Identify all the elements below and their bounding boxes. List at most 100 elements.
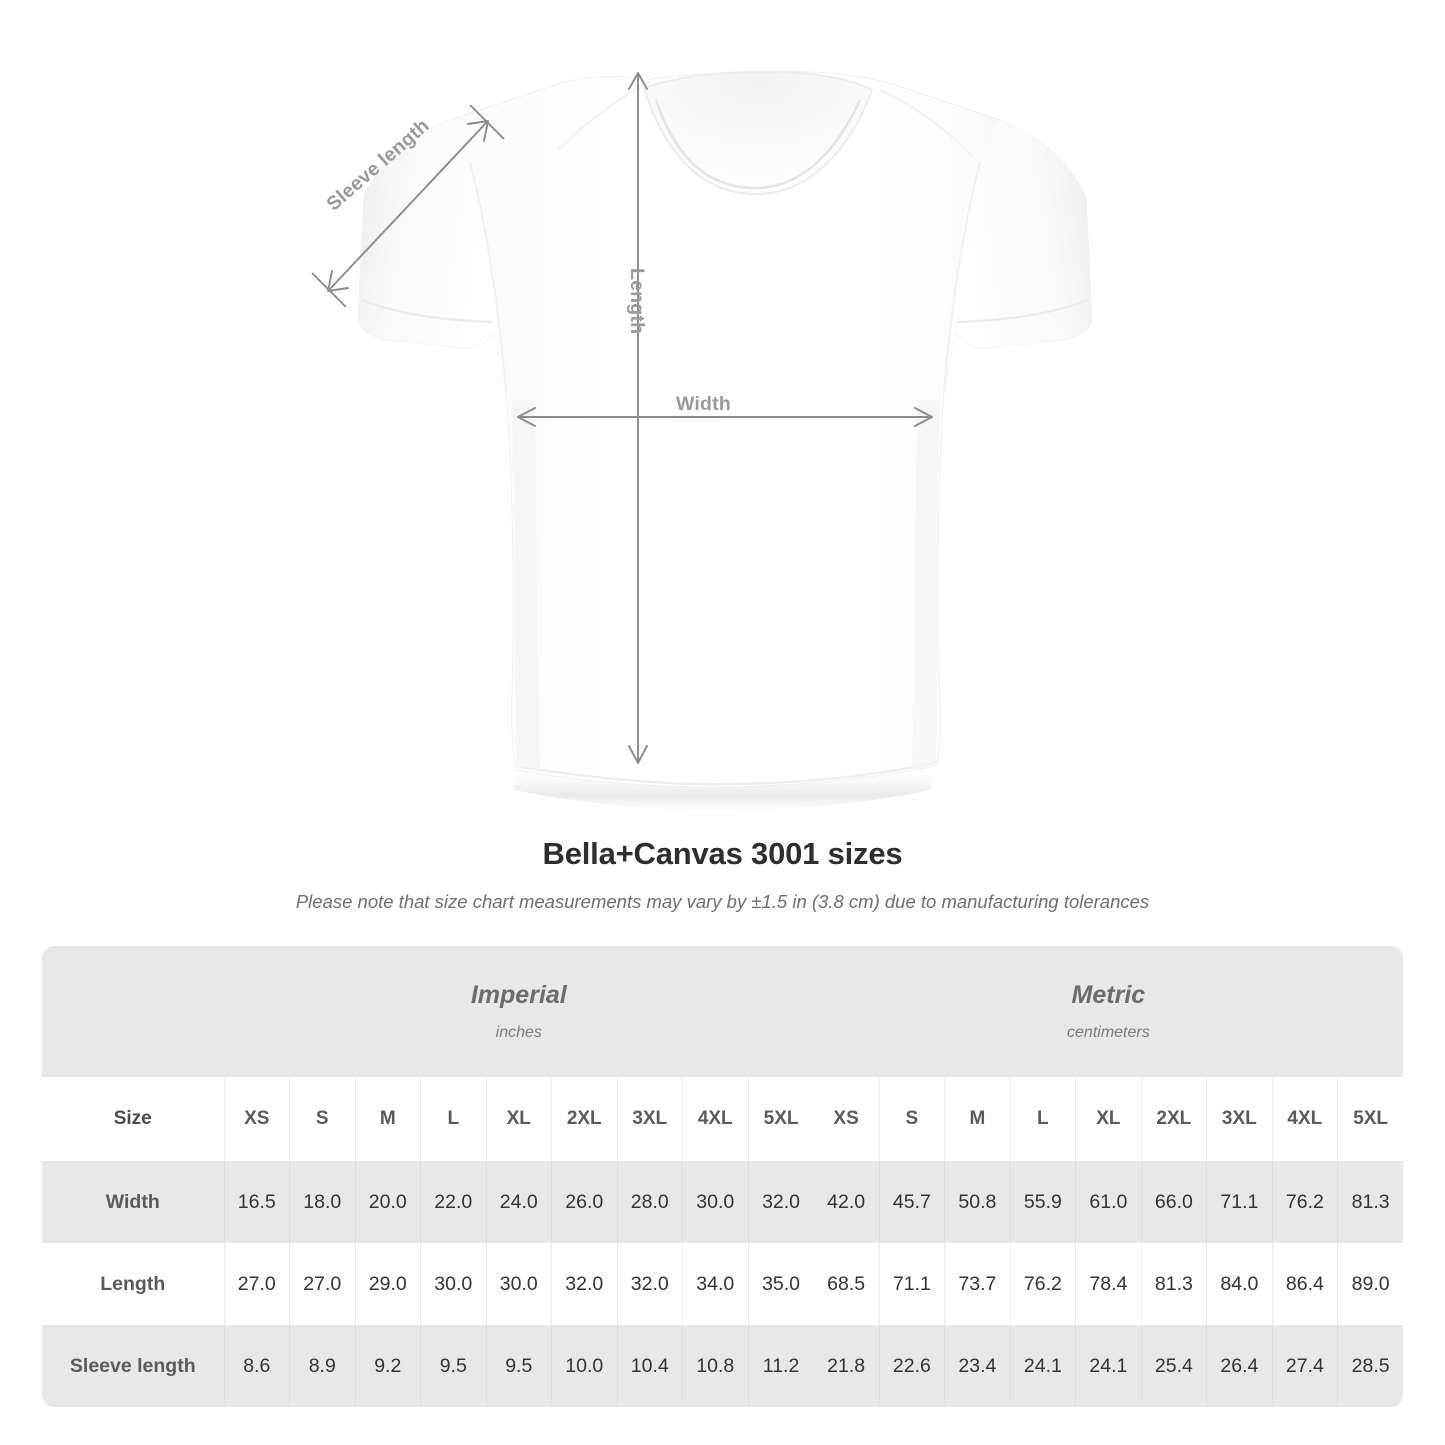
unit-system-banner-row: Imperial inches Metric centimeters [42, 946, 1403, 1077]
cell-length-metric-5xl: 89.0 [1337, 1243, 1403, 1325]
right-sleeve-hem [957, 298, 1089, 324]
left-sleeve [358, 120, 506, 392]
size-chart-table-wrapper: Imperial inches Metric centimeters Size XS S M L… [42, 946, 1403, 1407]
cell-sleeve-length-metric-xl: 24.1 [1075, 1325, 1142, 1407]
cell-width-metric-4xl: 76.2 [1271, 1161, 1338, 1243]
width-arrowhead-right [914, 407, 933, 427]
size-header-imperial-2xl: 2XL [551, 1077, 617, 1161]
unit-system-name: Metric [1071, 980, 1146, 1009]
right-shoulder-seam [879, 89, 973, 157]
row-label-width: Width [42, 1161, 224, 1243]
cell-sleeve-length-metric-3xl: 26.4 [1206, 1325, 1273, 1407]
cell-length-imperial-4xl: 34.0 [682, 1243, 748, 1325]
unit-system-units: centimeters [1067, 1023, 1150, 1041]
tshirt-illustration [311, 70, 1093, 810]
size-header-metric-m: M [944, 1077, 1011, 1161]
unit-system-imperial: Imperial inches [224, 946, 814, 1077]
size-header-metric-l: L [1009, 1077, 1076, 1161]
cell-width-metric-3xl: 71.1 [1206, 1161, 1273, 1243]
left-shoulder-seam [557, 81, 651, 151]
sleeve-arrowhead-lower [327, 270, 349, 292]
cell-width-imperial-5xl: 32.0 [747, 1161, 814, 1243]
sleeve-arrowhead-upper [467, 120, 489, 142]
left-body-shadow [512, 400, 540, 770]
cell-width-imperial-4xl: 30.0 [682, 1161, 748, 1243]
cell-width-metric-xs: 42.0 [813, 1161, 880, 1243]
size-header-metric-2xl: 2XL [1140, 1077, 1207, 1161]
cell-length-metric-xs: 68.5 [813, 1243, 880, 1325]
cell-width-imperial-m: 20.0 [354, 1161, 421, 1243]
cell-length-metric-2xl: 81.3 [1140, 1243, 1207, 1325]
cell-sleeve-length-metric-s: 22.6 [878, 1325, 945, 1407]
cell-sleeve-length-metric-5xl: 28.5 [1337, 1325, 1403, 1407]
tshirt-diagram: Sleeve length Length Width [311, 70, 1093, 810]
size-header-imperial-m: M [354, 1077, 421, 1161]
size-header-metric-xs: XS [813, 1077, 880, 1161]
cell-width-metric-2xl: 66.0 [1140, 1161, 1207, 1243]
cell-sleeve-length-imperial-m: 9.2 [354, 1325, 421, 1407]
unit-system-name: Imperial [470, 980, 567, 1009]
cell-sleeve-length-imperial-xl: 9.5 [485, 1325, 552, 1407]
tolerance-note: Please note that size chart measurements… [295, 891, 1150, 912]
cell-sleeve-length-imperial-5xl: 11.2 [747, 1325, 814, 1407]
cell-width-imperial-l: 22.0 [420, 1161, 486, 1243]
table-row: Length 27.0 27.0 29.0 30.0 30.0 32.0 32.0 34.0 35… [42, 1243, 1403, 1325]
size-header-imperial-xl: XL [485, 1077, 552, 1161]
page-title: Bella+Canvas 3001 sizes [542, 836, 903, 871]
title-block: Bella+Canvas 3001 sizes Please note that… [0, 836, 1445, 913]
cell-width-metric-m: 50.8 [944, 1161, 1011, 1243]
hem-stitch-line [515, 760, 937, 786]
sleeve-endcap-lower [311, 272, 347, 308]
cell-length-metric-m: 73.7 [944, 1243, 1011, 1325]
cell-width-metric-l: 55.9 [1009, 1161, 1076, 1243]
cell-length-metric-3xl: 84.0 [1206, 1243, 1273, 1325]
unit-system-metric: Metric centimeters [813, 946, 1403, 1077]
cell-sleeve-length-imperial-2xl: 10.0 [551, 1325, 617, 1407]
cell-width-metric-s: 45.7 [878, 1161, 945, 1243]
cell-sleeve-length-metric-xs: 21.8 [813, 1325, 880, 1407]
unit-banner-spacer [42, 946, 224, 1077]
size-header-imperial-3xl: 3XL [616, 1077, 683, 1161]
cell-length-imperial-xl: 30.0 [485, 1243, 552, 1325]
cell-sleeve-length-imperial-3xl: 10.4 [616, 1325, 683, 1407]
neckline-inner [654, 99, 862, 190]
cell-sleeve-length-imperial-xs: 8.6 [223, 1325, 290, 1407]
width-arrowhead-left [517, 407, 536, 427]
cell-sleeve-length-metric-4xl: 27.4 [1271, 1325, 1338, 1407]
left-armhole-seam [469, 161, 507, 393]
cell-length-imperial-2xl: 32.0 [551, 1243, 617, 1325]
cell-length-imperial-xs: 27.0 [223, 1243, 290, 1325]
right-armhole-seam [943, 161, 981, 393]
cell-length-imperial-s: 27.0 [289, 1243, 355, 1325]
cell-length-metric-s: 71.1 [878, 1243, 945, 1325]
column-header-size: Size [42, 1077, 224, 1161]
bottom-hem [514, 766, 936, 810]
length-label: Length [626, 268, 648, 335]
cell-sleeve-length-metric-2xl: 25.4 [1140, 1325, 1207, 1407]
size-header-metric-3xl: 3XL [1206, 1077, 1273, 1161]
cell-length-metric-xl: 78.4 [1075, 1243, 1142, 1325]
size-header-imperial-xs: XS [223, 1077, 290, 1161]
size-header-metric-5xl: 5XL [1337, 1077, 1403, 1161]
cell-width-imperial-2xl: 26.0 [551, 1161, 617, 1243]
cell-width-imperial-s: 18.0 [289, 1161, 355, 1243]
cell-width-imperial-3xl: 28.0 [616, 1161, 683, 1243]
table-row: Sleeve length 8.6 8.9 9.2 9.5 9.5 10.0 10.4 10.8… [42, 1325, 1403, 1407]
cell-width-imperial-xl: 24.0 [485, 1161, 552, 1243]
cell-length-imperial-5xl: 35.0 [747, 1243, 814, 1325]
length-arrowhead-top [628, 72, 648, 90]
sleeve-endcap-upper [469, 104, 505, 140]
size-header-metric-4xl: 4XL [1271, 1077, 1338, 1161]
cell-sleeve-length-imperial-l: 9.5 [420, 1325, 486, 1407]
cell-sleeve-length-metric-l: 24.1 [1009, 1325, 1076, 1407]
cell-length-imperial-m: 29.0 [354, 1243, 421, 1325]
cell-sleeve-length-imperial-s: 8.9 [289, 1325, 355, 1407]
unit-system-units: inches [495, 1023, 542, 1041]
cell-width-metric-xl: 61.0 [1075, 1161, 1142, 1243]
size-header-metric-s: S [878, 1077, 945, 1161]
cell-width-metric-5xl: 81.3 [1337, 1161, 1403, 1243]
size-chart-table: Imperial inches Metric centimeters Size XS S M L… [42, 946, 1403, 1407]
width-label: Width [676, 393, 731, 415]
cell-length-imperial-l: 30.0 [420, 1243, 486, 1325]
size-header-imperial-s: S [289, 1077, 355, 1161]
